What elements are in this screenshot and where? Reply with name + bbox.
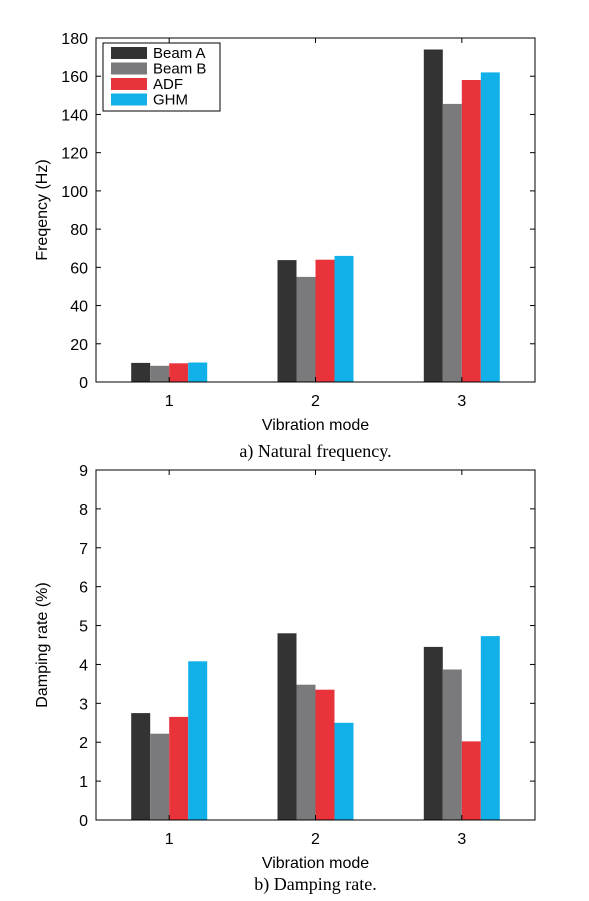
- y-axis-label: Damping rate (%): [34, 582, 51, 707]
- figure-caption: a) Natural frequency.: [239, 441, 391, 462]
- legend-swatch: [111, 62, 147, 75]
- x-tick-label: 1: [165, 393, 174, 410]
- bar-adf-mode-2: [315, 689, 335, 820]
- x-tick-label: 1: [165, 831, 174, 848]
- bar-beam-a-mode-2: [277, 260, 297, 382]
- bar-adf-mode-3: [461, 80, 481, 382]
- bar-beam-a-mode-3: [423, 646, 443, 820]
- legend-label: Beam A: [153, 45, 206, 62]
- x-axis: 1 2 3: [165, 470, 466, 848]
- bar-ghm-mode-2: [334, 722, 354, 820]
- bar-beam-b-mode-1: [150, 365, 170, 382]
- legend-swatch: [111, 78, 147, 90]
- bar-adf-mode-2: [315, 259, 335, 382]
- y-tick-label: 80: [70, 222, 88, 239]
- bar-beam-b-mode-3: [442, 669, 462, 820]
- x-tick-label: 2: [311, 393, 320, 410]
- y-tick-label: 160: [61, 69, 88, 86]
- legend-label: Beam B: [153, 61, 206, 78]
- y-axis: 0 20 40 60 80 100 120 140 160 180: [61, 31, 535, 392]
- bars: [131, 49, 500, 383]
- x-axis: 1 2 3: [165, 38, 466, 410]
- bar-beam-b-mode-3: [442, 103, 462, 383]
- bar-beam-a-mode-3: [423, 49, 443, 382]
- bar-adf-mode-1: [169, 363, 189, 382]
- x-axis-label: Vibration mode: [262, 855, 369, 872]
- figure-caption: b) Damping rate.: [254, 874, 376, 895]
- bar-ghm-mode-1: [188, 661, 208, 820]
- y-tick-label: 140: [61, 107, 88, 124]
- legend-label: GHM: [153, 92, 188, 109]
- x-tick-label: 3: [457, 393, 466, 410]
- chart-natural-frequency: 0 20 40 60 80 100 120 140 160 180 1 2 3 Freqency (H…: [34, 31, 536, 462]
- bar-ghm-mode-3: [480, 72, 500, 383]
- y-tick-label: 120: [61, 146, 88, 163]
- y-tick-label: 2: [79, 735, 88, 752]
- y-tick-label: 6: [79, 580, 88, 597]
- bar-ghm-mode-2: [334, 255, 354, 382]
- y-tick-label: 100: [61, 184, 88, 201]
- y-tick-label: 180: [61, 31, 88, 48]
- y-tick-label: 5: [79, 619, 88, 636]
- y-tick-label: 7: [79, 541, 88, 558]
- x-tick-label: 3: [457, 831, 466, 848]
- bar-ghm-mode-3: [480, 636, 500, 820]
- bar-beam-b-mode-2: [296, 276, 316, 382]
- chart-damping-rate: 0 1 2 3 4 5 6 7 8 9 1 2 3 Damping rate (%) Vibratio…: [34, 463, 536, 895]
- y-tick-label: 40: [70, 299, 88, 316]
- x-tick-label: 2: [311, 831, 320, 848]
- y-tick-label: 0: [79, 375, 88, 392]
- legend-label: ADF: [153, 76, 183, 93]
- y-tick-label: 60: [70, 260, 88, 277]
- y-tick-label: 8: [79, 502, 88, 519]
- y-tick-label: 3: [79, 696, 88, 713]
- y-tick-label: 9: [79, 463, 88, 480]
- x-axis-label: Vibration mode: [262, 417, 369, 434]
- bar-beam-a-mode-1: [131, 713, 151, 820]
- bar-beam-a-mode-1: [131, 362, 151, 382]
- bar-beam-b-mode-1: [150, 733, 170, 820]
- bar-adf-mode-3: [461, 741, 481, 820]
- y-tick-label: 20: [70, 337, 88, 354]
- bar-beam-b-mode-2: [296, 684, 316, 820]
- legend-swatch: [111, 47, 147, 59]
- y-tick-label: 4: [79, 657, 88, 674]
- y-tick-label: 0: [79, 813, 88, 830]
- y-axis-label: Freqency (Hz): [34, 159, 51, 260]
- bar-adf-mode-1: [169, 716, 189, 820]
- bar-ghm-mode-1: [188, 362, 208, 382]
- y-axis: 0 1 2 3 4 5 6 7 8 9: [79, 463, 535, 830]
- bar-beam-a-mode-2: [277, 633, 297, 820]
- bars: [131, 633, 500, 820]
- y-tick-label: 1: [79, 774, 88, 791]
- legend-swatch: [111, 93, 147, 106]
